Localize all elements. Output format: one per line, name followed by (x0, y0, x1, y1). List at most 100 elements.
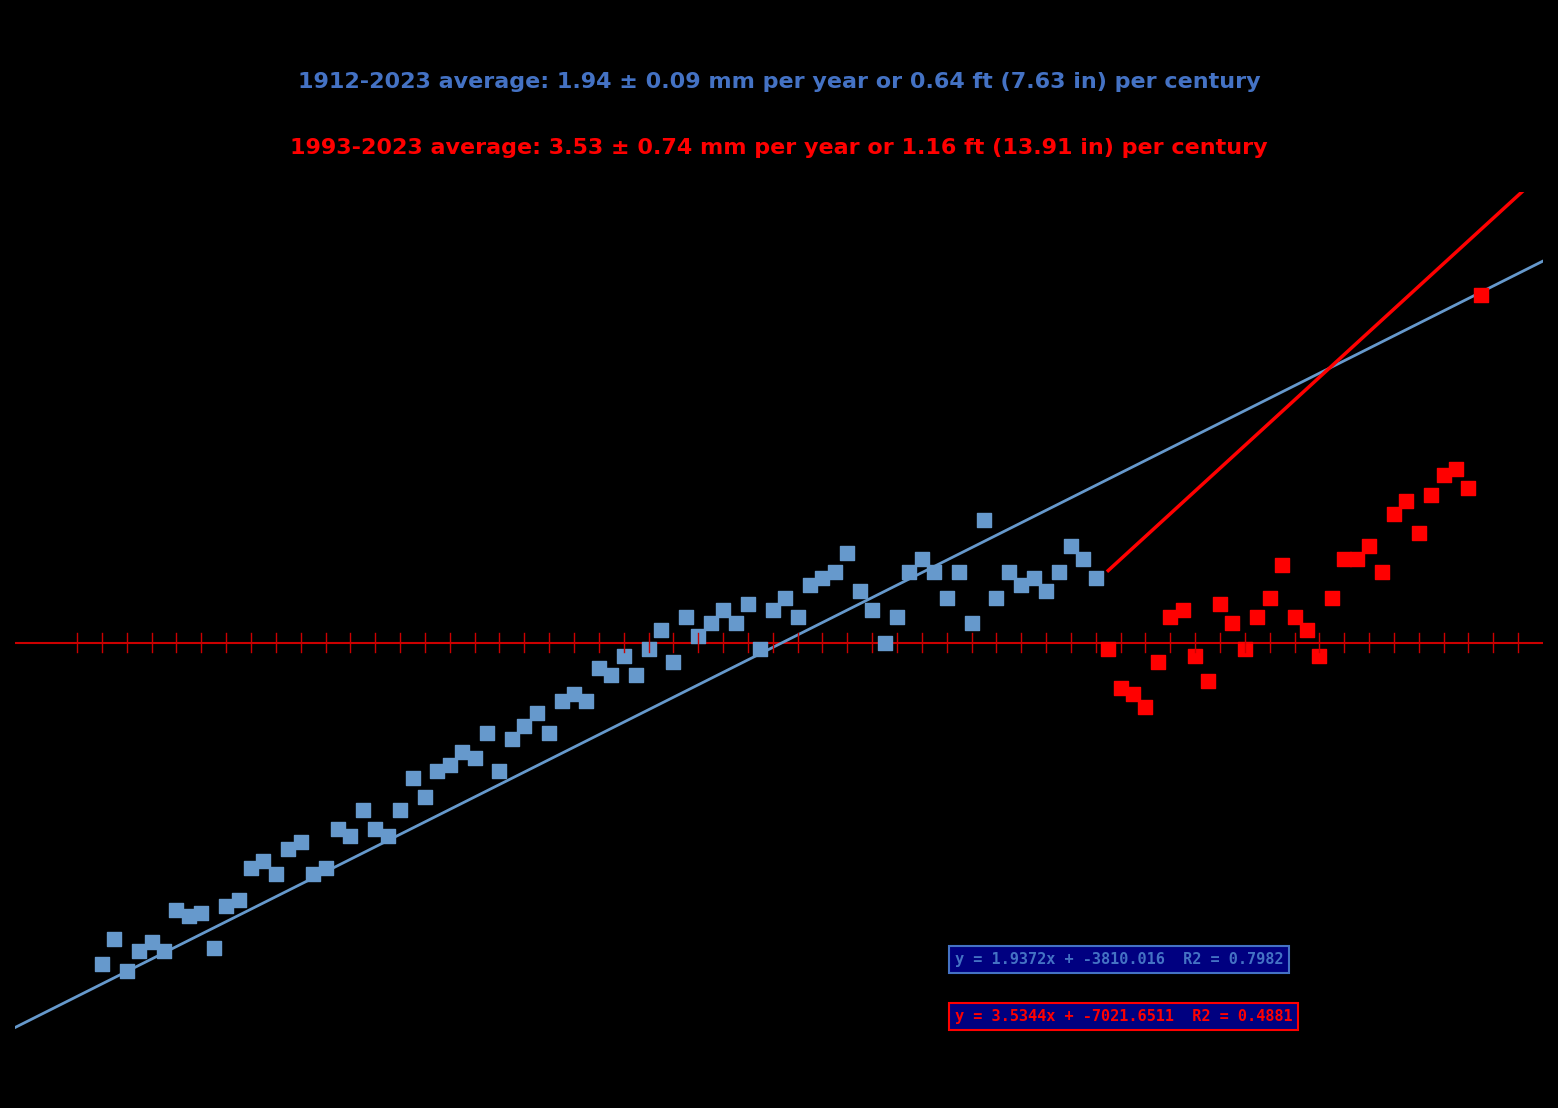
Point (823, 563, 848, 581)
Point (848, 583, 872, 601)
Point (438, 756, 463, 773)
Point (1394, 492, 1419, 510)
Point (463, 750, 488, 768)
Point (1407, 524, 1432, 542)
Point (648, 620, 673, 638)
Point (985, 588, 1010, 606)
Point (1382, 505, 1407, 523)
Point (89, 955, 114, 973)
Point (101, 930, 126, 947)
Point (1369, 563, 1394, 581)
Point (488, 762, 513, 780)
Point (151, 943, 176, 961)
Point (686, 627, 710, 645)
Point (351, 801, 375, 819)
Point (1357, 537, 1382, 555)
Point (760, 602, 785, 619)
Point (1232, 640, 1257, 658)
Point (1120, 685, 1145, 702)
Point (126, 943, 151, 961)
Point (1183, 647, 1207, 665)
Point (1432, 466, 1457, 484)
Point (363, 820, 388, 838)
Point (561, 685, 586, 702)
Point (947, 563, 972, 581)
Point (525, 705, 550, 722)
Point (1195, 673, 1220, 690)
Point (276, 840, 301, 858)
Point (164, 901, 189, 919)
Point (661, 653, 686, 670)
Point (586, 659, 611, 677)
Point (860, 602, 885, 619)
Point (536, 724, 561, 741)
Point (1145, 653, 1170, 670)
Point (176, 907, 201, 925)
Point (798, 576, 823, 594)
Point (326, 820, 351, 838)
Point (500, 730, 525, 748)
Point (735, 595, 760, 613)
Point (1058, 537, 1083, 555)
Point (1095, 640, 1120, 658)
Point (1033, 583, 1058, 601)
Point (748, 640, 773, 658)
Point (475, 724, 500, 741)
Point (1270, 556, 1295, 574)
Point (1457, 480, 1482, 497)
Text: 1993-2023 average: 3.53 ± 0.74 mm per year or 1.16 ft (13.91 in) per century: 1993-2023 average: 3.53 ± 0.74 mm per ye… (290, 138, 1268, 158)
Point (1332, 551, 1357, 568)
Point (263, 865, 288, 883)
Point (835, 544, 860, 562)
Point (773, 588, 798, 606)
Point (922, 563, 947, 581)
Point (1345, 551, 1369, 568)
Point (1419, 485, 1444, 503)
Point (114, 962, 139, 979)
Point (1307, 647, 1332, 665)
Point (201, 940, 226, 957)
Point (1170, 602, 1195, 619)
Point (710, 602, 735, 619)
Point (810, 570, 835, 587)
Point (897, 563, 922, 581)
Point (623, 666, 648, 684)
Point (910, 551, 935, 568)
Point (1108, 679, 1133, 697)
Point (636, 640, 661, 658)
Point (972, 512, 997, 530)
Point (935, 588, 960, 606)
Point (673, 608, 698, 626)
Point (1320, 588, 1345, 606)
Point (723, 615, 748, 633)
Point (960, 615, 985, 633)
Text: y = 1.9372x + -3810.016  R2 = 0.7982: y = 1.9372x + -3810.016 R2 = 0.7982 (955, 952, 1284, 967)
Point (1070, 551, 1095, 568)
Point (288, 833, 313, 851)
Point (213, 897, 238, 915)
Point (1245, 608, 1270, 626)
Point (513, 717, 538, 735)
Point (1083, 570, 1108, 587)
Point (1220, 615, 1245, 633)
Point (785, 608, 810, 626)
Point (872, 634, 897, 652)
Point (1008, 576, 1033, 594)
Point (251, 852, 276, 870)
Point (313, 859, 338, 876)
Point (1020, 570, 1045, 587)
Point (611, 647, 636, 665)
Point (698, 615, 723, 633)
Point (450, 743, 475, 761)
Point (1207, 595, 1232, 613)
Point (189, 904, 213, 922)
Point (598, 666, 623, 684)
Point (1045, 563, 1070, 581)
Point (573, 691, 598, 709)
Point (1295, 620, 1320, 638)
Text: y = 3.5344x + -7021.6511  R2 = 0.4881: y = 3.5344x + -7021.6511 R2 = 0.4881 (955, 1009, 1292, 1024)
Point (1469, 286, 1494, 304)
Point (425, 762, 450, 780)
Point (413, 788, 438, 806)
Point (1158, 608, 1183, 626)
